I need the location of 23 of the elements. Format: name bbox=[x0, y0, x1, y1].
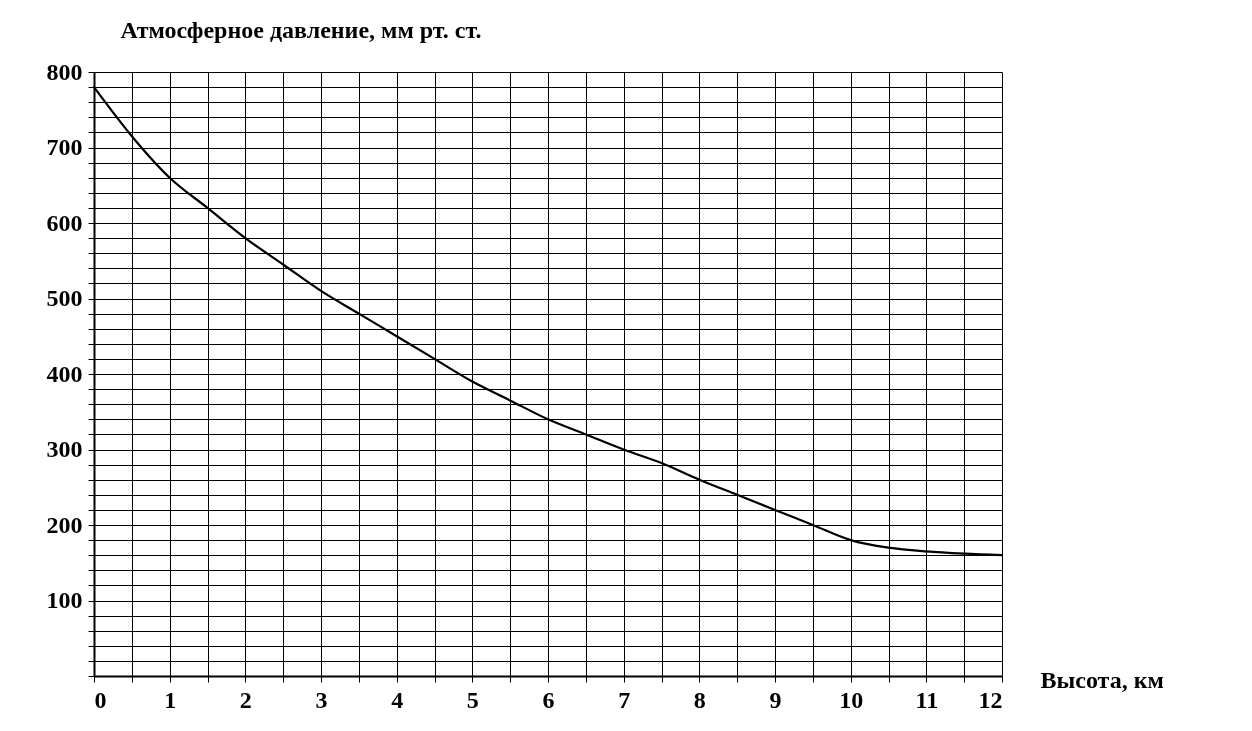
x-tick-label: 4 bbox=[391, 686, 404, 713]
x-tick-label: 6 bbox=[542, 686, 555, 713]
y-tick-label: 300 bbox=[46, 436, 83, 462]
x-tick-label: 5 bbox=[466, 686, 479, 713]
y-tick-label: 500 bbox=[46, 285, 83, 311]
y-tick-label: 100 bbox=[46, 587, 83, 613]
x-tick-label: 10 bbox=[839, 686, 864, 713]
y-tick-label: 400 bbox=[46, 360, 83, 387]
y-tick-label: 700 bbox=[46, 134, 83, 160]
y-tick-label: 800 bbox=[46, 58, 83, 85]
x-tick-label: 1 bbox=[164, 686, 177, 713]
x-tick-label: 11 bbox=[915, 686, 939, 713]
x-tick-label: 0 bbox=[94, 686, 107, 713]
x-tick-label: 12 bbox=[978, 686, 1003, 713]
x-tick-label: 7 bbox=[618, 686, 631, 713]
x-tick-label: 3 bbox=[315, 686, 328, 713]
x-tick-label: 8 bbox=[693, 686, 706, 713]
y-tick-label: 600 bbox=[46, 209, 83, 236]
x-axis-title: Высота, км bbox=[1040, 666, 1164, 693]
y-axis-title: Атмосферное давление, мм рт. ст. bbox=[120, 16, 482, 43]
x-tick-label: 9 bbox=[769, 686, 782, 713]
x-tick-label: 2 bbox=[239, 686, 252, 713]
y-tick-label: 200 bbox=[46, 511, 83, 538]
